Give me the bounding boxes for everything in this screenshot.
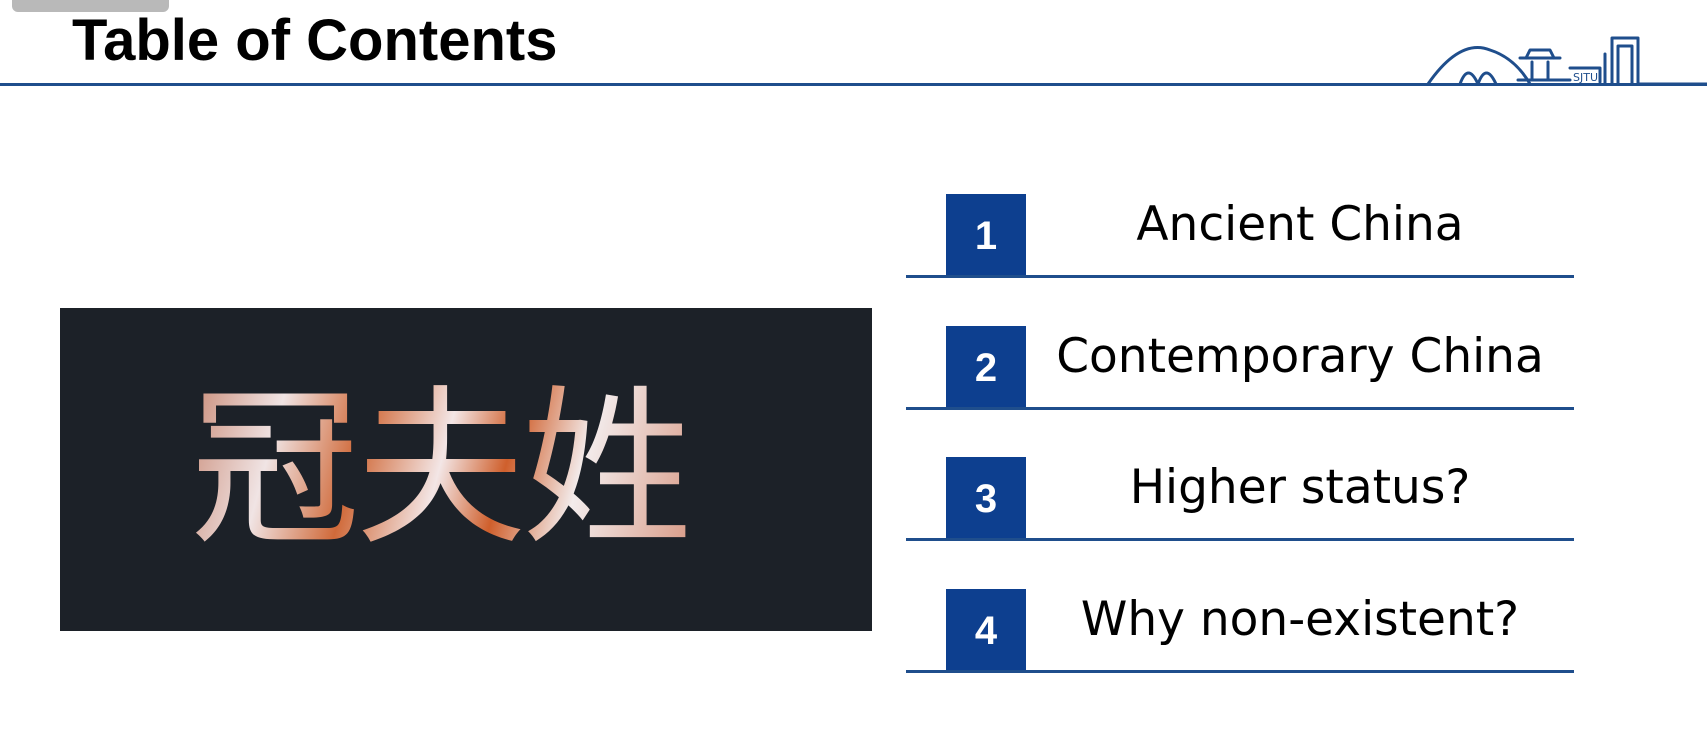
toc-divider <box>906 275 1574 278</box>
toc-item-label: Ancient China <box>1136 197 1464 252</box>
toc-divider <box>906 670 1574 673</box>
toc-number-badge: 3 <box>946 457 1026 541</box>
toc-number-badge: 2 <box>946 326 1026 410</box>
toc-item-label: Contemporary China <box>1056 329 1544 384</box>
page-title: Table of Contents <box>72 8 558 73</box>
toc-item-1[interactable]: 1 Ancient China <box>906 194 1574 282</box>
toc-item-2[interactable]: 2 Contemporary China <box>906 326 1574 414</box>
university-logo: SJTU <box>1426 36 1707 86</box>
window-tab[interactable] <box>12 0 169 12</box>
toc-divider <box>906 407 1574 410</box>
toc-item-3[interactable]: 3 Higher status? <box>906 457 1574 545</box>
hero-chinese-text: 冠夫姓 <box>190 371 692 569</box>
toc-item-label: Higher status? <box>1129 460 1471 515</box>
header-divider <box>0 83 1707 86</box>
logo-text: SJTU <box>1573 71 1598 84</box>
toc-divider <box>906 538 1574 541</box>
hero-image: 冠夫姓 <box>60 308 872 631</box>
toc-item-label: Why non-existent? <box>1080 592 1520 647</box>
toc-number-badge: 4 <box>946 589 1026 673</box>
table-of-contents: 1 Ancient China 2 Contemporary China 3 H… <box>906 0 1574 732</box>
toc-number-badge: 1 <box>946 194 1026 278</box>
toc-item-4[interactable]: 4 Why non-existent? <box>906 589 1574 677</box>
